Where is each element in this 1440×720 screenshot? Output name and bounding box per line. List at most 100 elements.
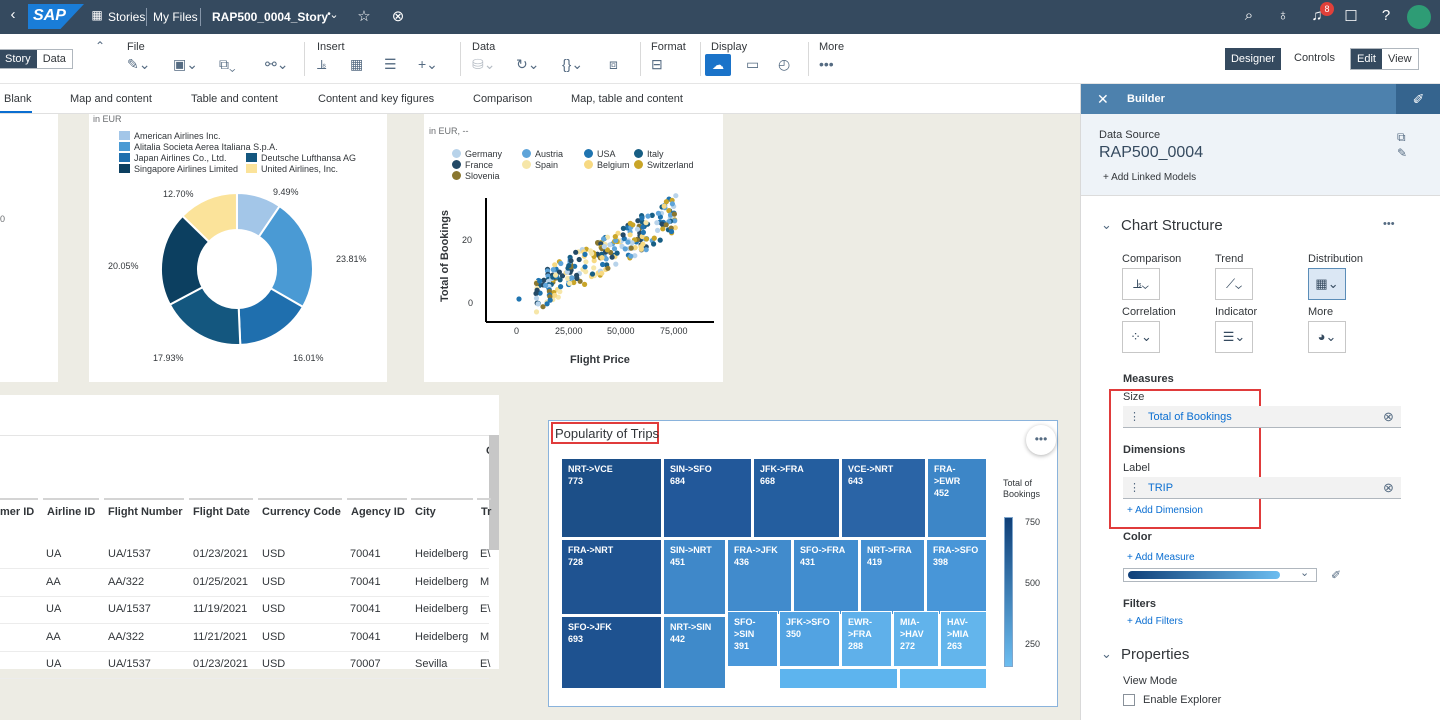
lightbulb-icon[interactable]: ♁ [1277, 7, 1289, 24]
column-header[interactable]: Airline ID [43, 498, 99, 526]
table-cell[interactable]: USD [262, 658, 286, 670]
search-icon[interactable]: ⌕ [1244, 7, 1254, 24]
add-icon[interactable]: +⌄ [418, 56, 438, 72]
bell-icon[interactable]: ♫ [1311, 7, 1323, 24]
color-palette-select[interactable]: ⌄ [1123, 567, 1317, 582]
table-cell[interactable]: M [480, 630, 490, 643]
table-cell[interactable]: Heidelberg [415, 603, 469, 615]
column-header[interactable]: Flight Number [104, 498, 184, 526]
vertical-scrollbar[interactable] [489, 435, 499, 550]
treemap-cell[interactable]: SFO->FRA 431 [793, 539, 859, 615]
table-cell[interactable]: UA/1537 [108, 548, 151, 560]
controls-button[interactable]: Controls [1294, 52, 1335, 64]
treemap-cell[interactable]: JFK->FRA 668 [753, 458, 840, 538]
column-header[interactable]: City [411, 498, 473, 526]
chevron-down-icon[interactable]: ⌄ [1101, 217, 1112, 232]
performance-icon[interactable]: ◴ [778, 56, 791, 72]
table-cell[interactable]: UA/1537 [108, 603, 151, 615]
copy-icon[interactable]: ⧉⌄ [219, 56, 236, 72]
treemap-cell[interactable]: EWR->FRA 288 [841, 611, 892, 667]
table-cell[interactable]: UA [46, 603, 62, 615]
more-chart-types-picker[interactable]: ◕⌄ [1308, 321, 1346, 353]
treemap-chart-tile[interactable]: Popularity of Trips ••• NRT->VCE 773 SIN->… [548, 420, 1058, 707]
column-header[interactable]: mer ID [0, 498, 38, 526]
add-linked-models-link[interactable]: + Add Linked Models [1103, 172, 1197, 183]
styling-icon[interactable]: ✐ [1396, 84, 1440, 114]
table-cell[interactable]: 70041 [350, 548, 381, 560]
donut-slice[interactable] [181, 191, 238, 244]
input-control-icon[interactable]: ☰ [384, 56, 397, 72]
table-cell[interactable]: 70007 [350, 658, 381, 670]
scatter-chart-tile[interactable]: in EUR, -- Germany Austria USA Italy Fra… [424, 114, 723, 382]
more-icon[interactable]: ••• [819, 56, 834, 72]
template-map-table-content[interactable]: Map, table and content [571, 93, 683, 105]
donut-chart-tile[interactable]: in EUR American Airlines Inc. Alitalia S… [89, 114, 387, 382]
treemap-cell[interactable] [779, 668, 898, 689]
treemap-cell[interactable]: FRA->SFO 398 [926, 539, 987, 615]
partial-chart-tile[interactable]: 0 [0, 114, 58, 382]
chevron-down-icon[interactable]: ⌄ [329, 9, 339, 21]
chart-title[interactable]: Popularity of Trips [555, 426, 660, 441]
correlation-picker[interactable]: ⁘⌄ [1122, 321, 1160, 353]
treemap-cell[interactable]: FRA->NRT 728 [561, 539, 662, 615]
comparison-picker[interactable]: ⫡⌄ [1122, 268, 1160, 300]
panel-icon[interactable]: ▭ [746, 56, 760, 72]
collapse-toolbar-icon[interactable]: ⌃ [95, 39, 106, 53]
chat-icon[interactable]: ☐ [1344, 8, 1358, 25]
template-map-content[interactable]: Map and content [70, 93, 152, 105]
story-title[interactable]: RAP500_0004_Story [212, 10, 329, 24]
treemap-cell[interactable]: FRA->EWR 452 [927, 458, 987, 538]
table-row[interactable] [0, 542, 489, 569]
table-cell[interactable]: AA/322 [108, 575, 145, 588]
trend-picker[interactable]: ⟋⌄ [1215, 268, 1253, 300]
table-cell[interactable]: Heidelberg [415, 548, 469, 560]
table-row[interactable] [0, 570, 489, 597]
table-cell[interactable]: AA [46, 575, 61, 588]
close-circle-icon[interactable]: ⊗ [391, 8, 405, 25]
treemap-cell[interactable]: FRA->JFK 436 [727, 539, 792, 615]
stories-link[interactable]: Stories [108, 10, 146, 24]
table-cell[interactable]: AA [46, 630, 61, 643]
table-row[interactable] [0, 652, 489, 679]
remove-icon[interactable]: ⊗ [1383, 409, 1394, 424]
column-header[interactable]: Currency Code [258, 498, 342, 526]
dimension-field[interactable]: ⋮ TRIP [1123, 477, 1401, 499]
indicator-picker[interactable]: ☰⌄ [1215, 321, 1253, 353]
table-cell[interactable]: USD [262, 548, 286, 560]
add-measure-link[interactable]: + Add Measure [1127, 552, 1195, 563]
treemap-cell[interactable]: SFO->JFK 693 [561, 616, 662, 689]
data-source-icon[interactable]: ⛁⌄ [472, 56, 496, 72]
table-cell[interactable]: E\ [480, 548, 491, 560]
story-tab[interactable]: Story [0, 50, 37, 68]
add-filters-link[interactable]: + Add Filters [1127, 616, 1183, 627]
add-dimension-link[interactable]: + Add Dimension [1127, 505, 1203, 516]
avatar[interactable] [1407, 5, 1431, 29]
table-cell[interactable]: 01/25/2021 [193, 575, 249, 588]
table-icon[interactable]: ▦ [350, 56, 364, 72]
copy-icon[interactable]: ⧉ [1397, 130, 1406, 144]
table-cell[interactable]: USD [262, 630, 286, 643]
my-files-link[interactable]: My Files [153, 10, 198, 24]
edit-icon[interactable]: ✎ [1397, 146, 1408, 160]
table-cell[interactable]: 11/21/2021 [193, 630, 248, 643]
table-cell[interactable]: 11/19/2021 [193, 603, 248, 615]
treemap-cell[interactable]: SFO->SIN 391 [727, 611, 778, 667]
treemap-cell[interactable]: SIN->SFO 684 [663, 458, 752, 538]
table-cell[interactable]: 01/23/2021 [193, 658, 249, 670]
table-cell[interactable]: AA/322 [108, 630, 145, 643]
view-button[interactable]: View [1387, 53, 1412, 65]
designer-button[interactable]: Designer [1225, 48, 1281, 70]
treemap-cell[interactable]: VCE->NRT 643 [841, 458, 926, 538]
sap-logo[interactable]: SAP [28, 4, 84, 29]
comment-icon[interactable]: ☁ [705, 54, 731, 76]
table-cell[interactable]: 70041 [350, 603, 381, 615]
measure-field[interactable]: ⋮ Total of Bookings [1123, 406, 1401, 428]
share-icon[interactable]: ⚯⌄ [265, 56, 289, 72]
table-cell[interactable]: 70041 [350, 575, 381, 588]
data-source-name[interactable]: RAP500_0004 [1099, 144, 1204, 161]
formula-icon[interactable]: {}⌄ [562, 56, 584, 72]
format-icon[interactable]: ⊟ [651, 56, 663, 72]
table-cell[interactable]: 70041 [350, 630, 381, 643]
chart-icon[interactable]: ⫡ [317, 56, 327, 72]
column-header[interactable]: Tr [477, 498, 491, 526]
